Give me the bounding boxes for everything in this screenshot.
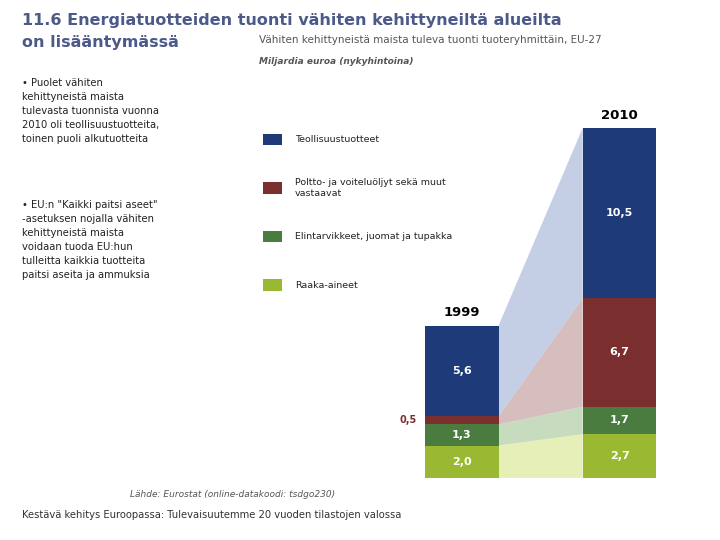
Text: 1,7: 1,7 bbox=[610, 415, 629, 426]
Text: 0,5: 0,5 bbox=[400, 415, 417, 426]
Text: on lisääntymässä: on lisääntymässä bbox=[22, 35, 179, 50]
Text: Elintarvikkeet, juomat ja tupakka: Elintarvikkeet, juomat ja tupakka bbox=[295, 232, 452, 241]
Text: Miljardia euroa (nykyhintoina): Miljardia euroa (nykyhintoina) bbox=[259, 57, 414, 66]
Text: 6,7: 6,7 bbox=[610, 347, 629, 357]
Text: 10,5: 10,5 bbox=[606, 208, 633, 218]
Text: • Puolet vähiten
kehittyneistä maista
tulevasta tuonnista vuonna
2010 oli teolli: • Puolet vähiten kehittyneistä maista tu… bbox=[22, 78, 159, 144]
Bar bbox=[582, 434, 657, 478]
Polygon shape bbox=[498, 298, 582, 424]
Text: Kestävä kehitys Euroopassa: Tulevaisuutemme 20 vuoden tilastojen valossa: Kestävä kehitys Euroopassa: Tulevaisuute… bbox=[22, 510, 401, 521]
Text: 11.6 Energiatuotteiden tuonti vähiten kehittyneiltä alueilta: 11.6 Energiatuotteiden tuonti vähiten ke… bbox=[22, 14, 561, 29]
Text: Vähiten kehittyneistä maista tuleva tuonti tuoteryhmittäin, EU-27: Vähiten kehittyneistä maista tuleva tuon… bbox=[259, 35, 602, 45]
Text: Raaka-aineet: Raaka-aineet bbox=[295, 281, 358, 290]
Bar bbox=[425, 326, 498, 416]
Bar bbox=[425, 424, 498, 445]
Bar bbox=[425, 446, 498, 478]
Polygon shape bbox=[498, 407, 582, 446]
Text: Lähde: Eurostat (online-datakoodi: tsdgo230): Lähde: Eurostat (online-datakoodi: tsdgo… bbox=[130, 490, 335, 499]
Text: 1999: 1999 bbox=[444, 306, 480, 319]
Bar bbox=[582, 298, 657, 407]
Text: Poltto- ja voiteluöljyt sekä muut
vastaavat: Poltto- ja voiteluöljyt sekä muut vastaa… bbox=[295, 178, 446, 198]
Bar bbox=[582, 128, 657, 298]
Text: 1,3: 1,3 bbox=[452, 430, 472, 440]
Text: 2010: 2010 bbox=[601, 109, 638, 122]
Text: • EU:n "Kaikki paitsi aseet"
-asetuksen nojalla vähiten
kehittyneistä maista
voi: • EU:n "Kaikki paitsi aseet" -asetuksen … bbox=[22, 200, 157, 280]
Bar bbox=[582, 407, 657, 434]
Text: Teollisuustuotteet: Teollisuustuotteet bbox=[295, 135, 379, 144]
Polygon shape bbox=[498, 128, 582, 416]
Text: 5,6: 5,6 bbox=[452, 366, 472, 376]
Polygon shape bbox=[498, 434, 582, 478]
Text: 2,0: 2,0 bbox=[452, 457, 472, 467]
Bar bbox=[425, 416, 498, 424]
Text: 2,7: 2,7 bbox=[610, 451, 629, 461]
